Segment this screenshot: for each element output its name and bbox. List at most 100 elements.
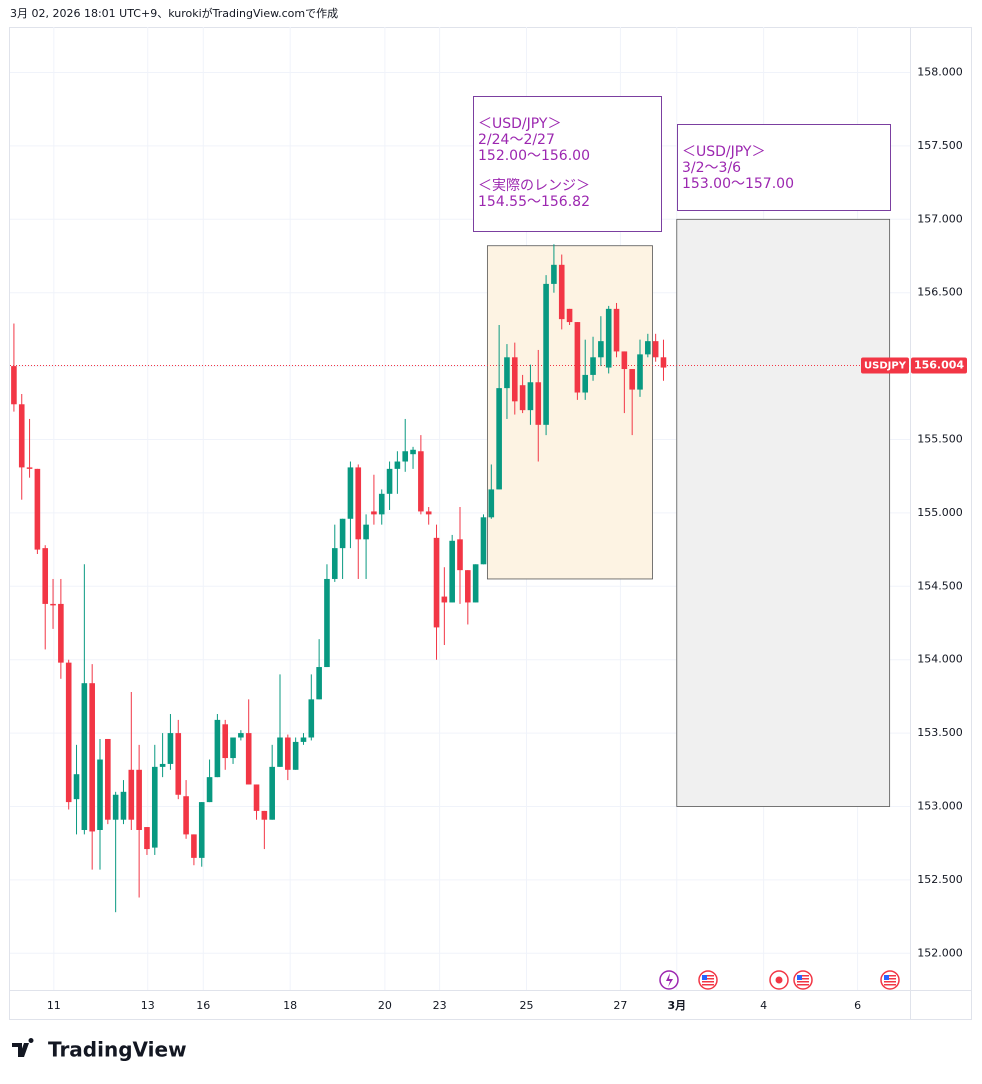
candle-body (418, 451, 424, 512)
event-icon-glyph (797, 984, 809, 986)
event-icon-glyph (884, 975, 889, 980)
event-icon (793, 970, 813, 990)
annotation-text: ＜USD/JPY＞ (682, 144, 765, 160)
candle-body (331, 548, 338, 579)
candle-body (543, 283, 549, 425)
price-label-bg (861, 357, 909, 374)
candle-body (34, 468, 41, 550)
candle-body (637, 354, 643, 390)
price-value: 156.004 (914, 359, 964, 372)
candle-body (81, 683, 88, 830)
event-icon-glyph (797, 978, 809, 980)
candle-body (261, 810, 268, 820)
candle-body (449, 540, 455, 603)
x-tick-label: 23 (433, 999, 447, 1012)
y-tick-label: 153.500 (917, 726, 963, 739)
x-tick-label: 18 (283, 999, 297, 1012)
frame (9, 27, 972, 1020)
candle-body (11, 366, 17, 405)
event-icon-glyph (775, 976, 783, 984)
candle-body (660, 357, 667, 368)
event-icon-glyph (666, 973, 673, 987)
candle-body (167, 733, 174, 764)
event-icon-glyph (702, 975, 714, 977)
candle-body (214, 719, 221, 778)
price-symbol: USDJPY (864, 361, 907, 372)
annotation-text: 3/2〜3/6 (682, 160, 741, 176)
candle-body (159, 763, 166, 767)
candle-body (222, 724, 229, 759)
candle-body (558, 264, 565, 320)
candle-body (105, 738, 111, 820)
x-tick-label: 16 (196, 999, 210, 1012)
annotation-box (473, 96, 662, 232)
event-icon-glyph (702, 975, 707, 980)
event-icon-circle (793, 970, 813, 990)
candle-body (128, 769, 135, 820)
candle-body (97, 759, 103, 830)
candle-body (65, 662, 72, 803)
candle-body (73, 774, 80, 800)
event-icon (769, 970, 789, 990)
candle-body (175, 733, 182, 795)
candle-body (433, 537, 440, 628)
candle-body (574, 322, 581, 393)
candle-body (136, 769, 142, 830)
candle-body (308, 699, 315, 738)
y-tick-label: 157.000 (917, 212, 963, 225)
candle-body (26, 467, 33, 469)
candle-body (191, 834, 197, 858)
logo: TradingView (12, 1038, 187, 1062)
y-tick-label: 155.500 (917, 433, 963, 446)
event-icon-glyph (884, 978, 896, 980)
candle-body (50, 603, 56, 606)
candle-body (402, 451, 409, 462)
x-tick-label: 20 (378, 999, 392, 1012)
candle-body (496, 388, 502, 490)
candle-body (480, 517, 487, 565)
candle-body (292, 741, 299, 770)
x-tick-label: 4 (760, 999, 767, 1012)
candle-body (519, 385, 526, 411)
event-icon-glyph (797, 975, 809, 977)
candle-body (120, 791, 127, 820)
x-tick-label: 27 (613, 999, 627, 1012)
candle-body (198, 802, 205, 858)
header: 3月 02, 2026 18:01 UTC+9、kurokiがTradingVi… (10, 6, 338, 20)
candle-body (324, 578, 330, 668)
candle-body (144, 827, 150, 850)
candle-body (511, 357, 518, 402)
y-tick-label: 154.000 (917, 653, 963, 666)
event-icon-glyph (702, 978, 714, 980)
candle-body (441, 596, 448, 603)
candle-body (316, 667, 322, 700)
candle-body (645, 341, 651, 355)
event-icon (659, 970, 679, 990)
candle-body (394, 461, 401, 469)
event-icon-glyph (884, 984, 896, 986)
annotation-text: 153.00〜157.00 (682, 176, 794, 192)
candle-body (621, 351, 628, 370)
candle-body (206, 777, 213, 803)
candle-body (566, 308, 573, 323)
range-box (486, 245, 653, 580)
y-tick-label: 158.000 (917, 66, 963, 79)
event-icon (698, 970, 718, 990)
event-icon-circle (698, 970, 718, 990)
candle-body (652, 341, 659, 358)
candle-body (457, 539, 463, 571)
event-icon-glyph (884, 981, 896, 983)
event-icon (880, 970, 900, 990)
range-box (676, 218, 891, 807)
event-icon-glyph (797, 975, 802, 980)
annotation-box (677, 124, 891, 211)
candle-body (58, 603, 64, 663)
event-icon-glyph (702, 984, 714, 986)
candle-body (300, 737, 307, 742)
candle-body (245, 733, 252, 785)
event-icon-glyph (884, 975, 896, 977)
candle-body (18, 404, 25, 468)
y-tick-label: 155.000 (917, 506, 963, 519)
